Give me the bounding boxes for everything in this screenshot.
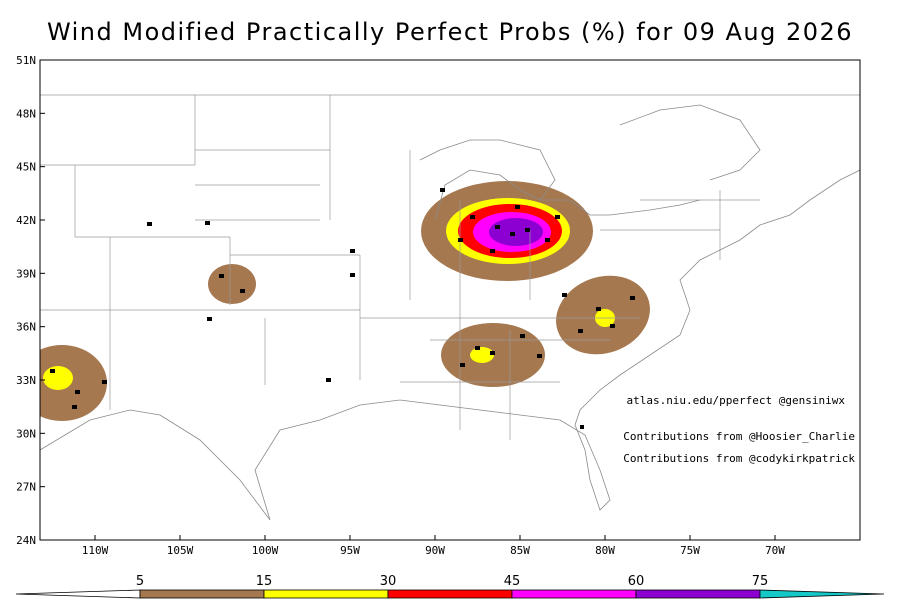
credit: atlas.niu.edu/pperfect @gensiniwx	[626, 394, 845, 407]
lat-label: 45N	[16, 161, 36, 174]
credit: Contributions from @codykirkpatrick	[623, 452, 855, 465]
lat-label: 27N	[16, 481, 36, 494]
credit: Contributions from @Hoosier_Charlie	[623, 430, 855, 443]
lon-label: 100W	[252, 544, 279, 557]
colorbar-label: 5	[136, 574, 144, 589]
colorbar-label: 60	[628, 574, 645, 589]
colorbar-label: 45	[504, 574, 521, 589]
lat-label: 51N	[16, 54, 36, 67]
lon-label: 85W	[510, 544, 530, 557]
lon-label: 70W	[765, 544, 785, 557]
lon-label: 75W	[680, 544, 700, 557]
colorbar-end	[759, 589, 885, 599]
lon-label: 80W	[595, 544, 615, 557]
lon-label: 105W	[167, 544, 194, 557]
lon-label: 95W	[340, 544, 360, 557]
lat-label: 33N	[16, 374, 36, 387]
colorbar-label: 30	[380, 574, 397, 589]
lon-label: 110W	[82, 544, 109, 557]
map-frame	[39, 59, 861, 541]
lat-label: 48N	[16, 107, 36, 120]
colorbar-segment	[635, 589, 761, 599]
reports	[50, 188, 635, 429]
lat-label: 42N	[16, 214, 36, 227]
lon-label: 90W	[425, 544, 445, 557]
colorbar: 5 15 30 45 60 75	[15, 574, 885, 599]
lat-label: 36N	[16, 321, 36, 334]
geography	[40, 94, 860, 521]
labels: 51N 48N 45N 42N 39N 36N 33N 30N 27N 24N 110W 105W 10…	[16, 54, 855, 557]
colorbar-segment	[511, 589, 637, 599]
lat-label: 39N	[16, 267, 36, 280]
colorbar-label: 75	[752, 574, 769, 589]
colorbar-segment	[387, 589, 513, 599]
colorbar-end	[15, 589, 141, 599]
colorbar-label: 15	[256, 574, 273, 589]
lat-label: 24N	[16, 534, 36, 547]
title: Wind Modified Practically Perfect Probs …	[47, 18, 853, 46]
colorbar-segment	[139, 589, 265, 599]
prob-contours	[40, 181, 650, 421]
colorbar-segment	[263, 589, 389, 599]
lat-label: 30N	[16, 427, 36, 440]
map	[40, 94, 860, 521]
